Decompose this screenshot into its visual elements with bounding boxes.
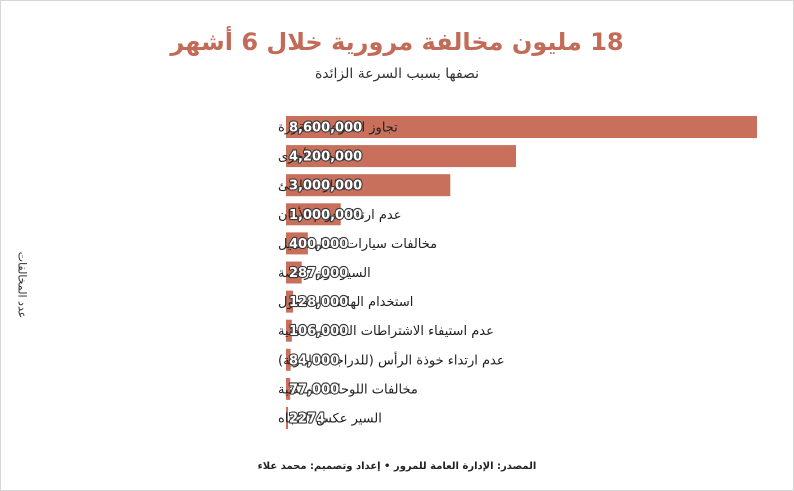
source-note: المصدر: الإدارة العامة للمرور • إعداد وت… [257,461,537,472]
category-label: السير دون رخصة [278,266,371,281]
data-label: 8,600,000 [289,121,362,136]
data-label: 84,000 [289,353,339,368]
data-label: 2274 [289,412,325,427]
data-label: 1,000,000 [289,208,362,223]
bar [286,377,291,400]
bar [286,407,288,429]
category-label: عدم استيفاء الاشتراطات الصلاحية الفنية [278,324,494,339]
bar [286,261,302,284]
data-label: 4,200,000 [289,150,362,165]
category-label: مخالفات أخرى [278,148,357,165]
bar [286,319,292,342]
category-label: مخالفات سيارات النقل الثقيل [278,237,437,252]
category-label: عدم ارتداء خوذة الرأس (للدراجات النارية) [278,351,505,368]
chart-subtitle: نصفها بسبب السرعة الزائدة [314,66,480,82]
bar [286,232,308,255]
category-label: مخالفات اللوحات المعدنية [278,382,418,397]
bar [286,116,757,138]
chart-title: 18 مليون مخالفة مرورية خلال 6 أشهر [170,28,624,56]
category-label: الانتظار الخاطئ [278,179,363,194]
bar [286,290,294,313]
bar [286,145,517,168]
category-label: عدم ارتداء حزام الأمان [278,206,401,223]
bar [286,174,451,197]
data-label: 287,000 [289,266,348,281]
bar [286,203,341,226]
data-label: 106,000 [289,324,348,339]
data-label: 77,000 [289,382,339,397]
category-label: استخدام الهاتف المحمول [278,295,413,310]
bar [286,348,291,371]
data-label: 3,000,000 [289,179,362,194]
category-label: السير عكس الاتجاه [278,412,382,427]
category-label: تجاوز السرعة المقررة [278,121,398,136]
data-label: 128,000 [289,295,348,310]
data-label: 400,000 [289,237,348,252]
